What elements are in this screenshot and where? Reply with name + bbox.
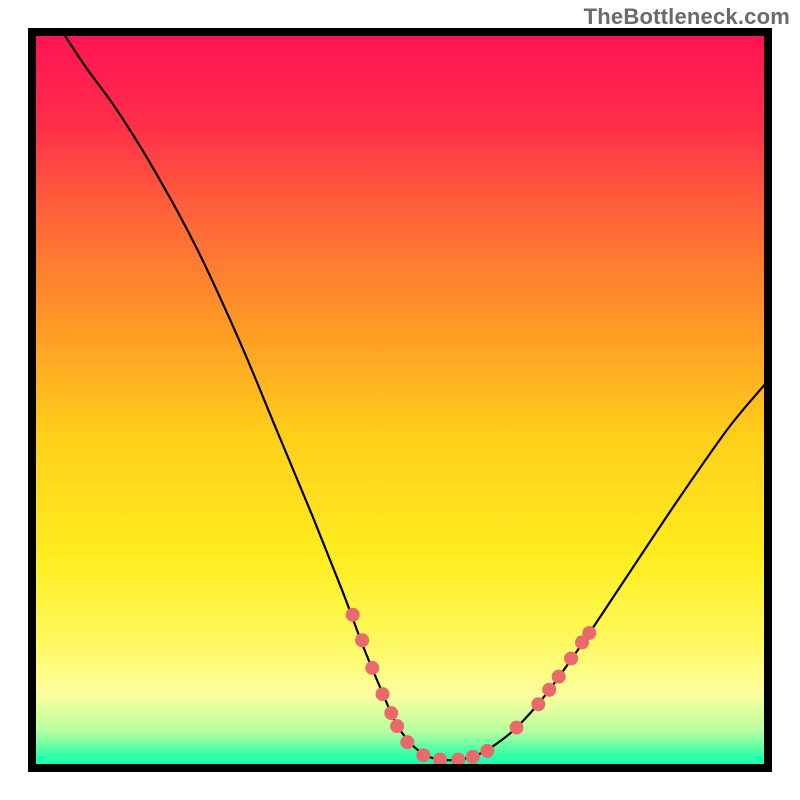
marker-dot (385, 707, 398, 720)
marker-dot (583, 626, 596, 639)
marker-dot (391, 720, 404, 733)
bottleneck-curve (65, 36, 764, 760)
chart-canvas: TheBottleneck.com (0, 0, 800, 800)
marker-dot (552, 670, 565, 683)
plot-area (36, 36, 764, 764)
marker-dot (376, 688, 389, 701)
marker-dot (466, 750, 479, 763)
chart-overlay (36, 36, 764, 764)
marker-dot (452, 753, 465, 764)
marker-dot (481, 744, 494, 757)
marker-dot (401, 736, 414, 749)
watermark-text: TheBottleneck.com (584, 4, 790, 30)
marker-dot (510, 721, 523, 734)
marker-dot (434, 753, 447, 764)
marker-dot (417, 749, 430, 762)
curve-markers (346, 608, 596, 764)
marker-dot (346, 608, 359, 621)
marker-dot (366, 661, 379, 674)
marker-dot (356, 634, 369, 647)
marker-dot (532, 698, 545, 711)
marker-dot (565, 652, 578, 665)
marker-dot (543, 683, 556, 696)
